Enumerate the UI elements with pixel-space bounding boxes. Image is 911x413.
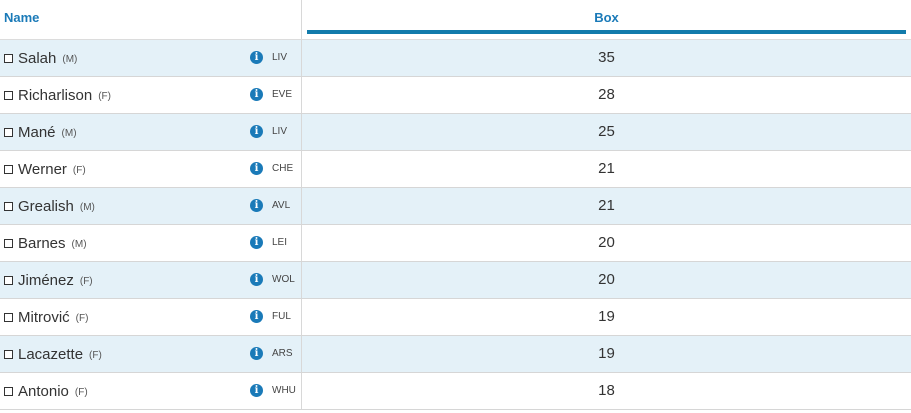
box-value: 21: [598, 160, 615, 177]
player-position: (M): [79, 201, 95, 213]
player-position: (M): [61, 127, 77, 139]
table-row: Grealish (M) i AVL 21: [0, 188, 911, 225]
player-name[interactable]: Antonio: [18, 382, 69, 400]
player-select-checkbox[interactable]: [4, 349, 13, 359]
player-position: (F): [72, 164, 86, 176]
info-icon[interactable]: i: [250, 384, 263, 397]
box-value: 19: [598, 308, 615, 325]
player-select-checkbox[interactable]: [4, 127, 13, 137]
player-select-checkbox[interactable]: [4, 386, 13, 396]
team-code: CHE: [272, 163, 294, 174]
box-value: 19: [598, 345, 615, 362]
player-position: (F): [89, 349, 102, 361]
info-icon[interactable]: i: [250, 199, 263, 212]
info-icon[interactable]: i: [250, 273, 263, 286]
box-value: 21: [598, 197, 615, 214]
player-name-cell: Mané (M) i LIV: [0, 114, 302, 150]
table-row: Mitrović (F) i FUL 19: [0, 299, 911, 336]
team-code: EVE: [272, 89, 293, 100]
team-code: LIV: [272, 126, 288, 137]
player-position: (M): [62, 53, 78, 65]
player-name-cell: Jiménez (F) i WOL: [0, 262, 302, 298]
box-value: 18: [598, 382, 615, 399]
player-select-checkbox[interactable]: [4, 164, 13, 174]
box-value: 28: [598, 86, 615, 103]
sort-indicator-bar: [307, 30, 906, 34]
team-code: WHU: [272, 385, 296, 396]
player-name-cell: Barnes (M) i LEI: [0, 225, 302, 261]
team-code: ARS: [272, 348, 293, 359]
info-icon[interactable]: i: [250, 88, 263, 101]
player-select-checkbox[interactable]: [4, 312, 13, 322]
name-column-header[interactable]: Name: [0, 0, 302, 39]
info-icon[interactable]: i: [250, 310, 263, 323]
box-column-label: Box: [594, 10, 619, 25]
info-icon[interactable]: i: [250, 51, 263, 64]
player-name-cell: Mitrović (F) i FUL: [0, 299, 302, 335]
player-select-checkbox[interactable]: [4, 275, 13, 285]
team-code: LEI: [272, 237, 288, 248]
info-icon[interactable]: i: [250, 125, 263, 138]
team-code: WOL: [272, 274, 295, 285]
box-value: 35: [598, 49, 615, 66]
player-select-checkbox[interactable]: [4, 238, 13, 248]
player-name[interactable]: Mané: [18, 123, 56, 141]
table-row: Lacazette (F) i ARS 19: [0, 336, 911, 373]
table-row: Antonio (F) i WHU 18: [0, 373, 911, 410]
player-position: (F): [75, 312, 89, 324]
table-row: Barnes (M) i LEI 20: [0, 225, 911, 262]
player-name[interactable]: Werner: [18, 160, 67, 178]
box-value: 25: [598, 123, 615, 140]
info-icon[interactable]: i: [250, 236, 263, 249]
player-position: (F): [79, 275, 93, 287]
player-name-cell: Antonio (F) i WHU: [0, 373, 302, 409]
player-name[interactable]: Mitrović: [18, 308, 70, 326]
team-code: LIV: [272, 52, 288, 63]
player-select-checkbox[interactable]: [4, 53, 13, 63]
info-icon[interactable]: i: [250, 162, 263, 175]
info-icon[interactable]: i: [250, 347, 263, 360]
player-name-cell: Grealish (M) i AVL: [0, 188, 302, 224]
player-select-checkbox[interactable]: [4, 90, 13, 100]
table-body: Salah (M) i LIV 35 Richarlison (F) i EVE…: [0, 40, 911, 410]
table-row: Salah (M) i LIV 35: [0, 40, 911, 77]
team-code: FUL: [272, 311, 291, 322]
player-name[interactable]: Richarlison: [18, 86, 93, 104]
table-row: Jiménez (F) i WOL 20: [0, 262, 911, 299]
player-name[interactable]: Barnes: [18, 234, 66, 252]
table-row: Richarlison (F) i EVE 28: [0, 77, 911, 114]
player-name[interactable]: Lacazette: [18, 345, 84, 363]
table-header: Name Box: [0, 0, 911, 40]
player-name-cell: Lacazette (F) i ARS: [0, 336, 302, 372]
box-value: 20: [598, 271, 615, 288]
player-position: (F): [98, 90, 111, 102]
team-code: AVL: [272, 200, 291, 211]
player-position: (F): [74, 386, 88, 398]
player-name[interactable]: Grealish: [18, 197, 74, 215]
player-name[interactable]: Jiménez: [18, 271, 74, 289]
player-name-cell: Richarlison (F) i EVE: [0, 77, 302, 113]
player-position: (M): [71, 238, 87, 250]
table-row: Werner (F) i CHE 21: [0, 151, 911, 188]
box-column-header[interactable]: Box: [302, 0, 911, 39]
player-name-cell: Werner (F) i CHE: [0, 151, 302, 187]
table-row: Mané (M) i LIV 25: [0, 114, 911, 151]
box-value: 20: [598, 234, 615, 251]
player-name[interactable]: Salah: [18, 49, 57, 67]
player-select-checkbox[interactable]: [4, 201, 13, 211]
player-name-cell: Salah (M) i LIV: [0, 40, 302, 76]
